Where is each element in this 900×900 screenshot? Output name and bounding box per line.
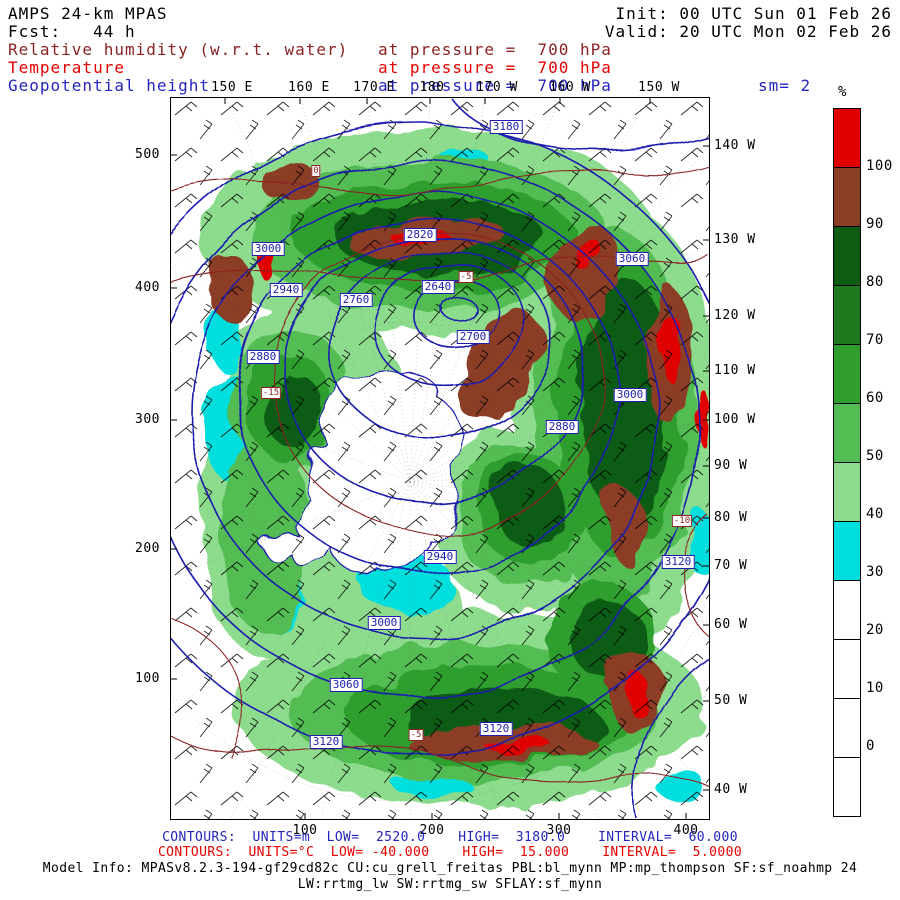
lon-label: 150 E: [211, 80, 253, 95]
lon-label: 80 W: [714, 510, 748, 525]
height-contour-label: 3000: [251, 242, 285, 256]
colorbar-cell: [834, 168, 860, 227]
contour-info-height: CONTOURS: UNITS=m LOW= 2520.0 HIGH= 3180…: [162, 830, 738, 845]
height-contour-label: 3120: [479, 722, 513, 736]
x-tick: 100: [292, 823, 318, 838]
height-contour-label: 2700: [456, 330, 490, 344]
height-contour-label: 3060: [615, 252, 649, 266]
lon-label: 110 W: [714, 363, 756, 378]
colorbar-cell: [834, 463, 860, 522]
y-tick: 500: [135, 147, 160, 162]
y-tick: 200: [135, 541, 160, 556]
temp-contour-label: -5: [408, 729, 424, 741]
temp-contour-label: -15: [260, 387, 282, 399]
colorbar-cell: [834, 522, 860, 581]
x-tick: 400: [673, 823, 699, 838]
lon-label: 180: [419, 80, 445, 95]
x-tick: 300: [546, 823, 572, 838]
model-title: AMPS 24-km MPAS: [8, 4, 168, 23]
map-canvas: [170, 97, 710, 820]
smoothing-label: sm= 2: [758, 76, 812, 95]
map-frame: [170, 97, 710, 820]
field-temp-label: Temperature: [8, 58, 125, 77]
colorbar-cells: [834, 109, 860, 816]
lon-label: 140 W: [714, 138, 756, 153]
colorbar-tick: 0: [866, 738, 875, 754]
colorbar-cell: [834, 404, 860, 463]
height-contour-label: 2880: [545, 420, 579, 434]
lon-label: 170 W: [476, 80, 518, 95]
lon-label: 90 W: [714, 458, 748, 473]
height-contour-label: 2640: [421, 280, 455, 294]
x-tick: 200: [419, 823, 445, 838]
valid-time: Valid: 20 UTC Mon 02 Feb 26: [604, 22, 892, 41]
y-tick: 300: [135, 412, 160, 427]
contour-info-temp: CONTOURS: UNITS=°C LOW= -40.000 HIGH= 15…: [157, 845, 743, 860]
height-contour-label: 3000: [367, 616, 401, 630]
lon-label: 70 W: [714, 558, 748, 573]
field-rh-label: Relative humidity (w.r.t. water): [8, 40, 349, 59]
colorbar-cell: [834, 699, 860, 758]
colorbar-tick: 50: [866, 448, 884, 464]
colorbar-cell: [834, 581, 860, 640]
height-contour-label: 2940: [269, 283, 303, 297]
height-contour-label: 2940: [423, 550, 457, 564]
colorbar-cell: [834, 109, 860, 168]
init-time: Init: 00 UTC Sun 01 Feb 26: [615, 4, 892, 23]
height-contour-label: 3000: [613, 388, 647, 402]
temp-contour-label: -5: [458, 271, 474, 283]
colorbar: [833, 108, 861, 817]
lon-label: 50 W: [714, 693, 748, 708]
colorbar-cell: [834, 640, 860, 699]
field-hgt-label: Geopotential height: [8, 76, 211, 95]
lon-label: 130 W: [714, 232, 756, 247]
height-contour-label: 3120: [661, 555, 695, 569]
lon-label: 60 W: [714, 617, 748, 632]
height-contour-label: 2820: [403, 228, 437, 242]
temp-contour-label: -10: [671, 515, 693, 527]
model-info: Model Info: MPASv8.2.3-194-gf29cd82c CU:…: [42, 861, 858, 876]
colorbar-tick: 80: [866, 274, 884, 290]
height-contour-label: 3120: [309, 735, 343, 749]
colorbar-tick: 70: [866, 332, 884, 348]
height-contour-label: 2880: [246, 350, 280, 364]
forecast-map: 3180 3000 2940 2820 2640 2700 2760 2880 …: [170, 97, 710, 820]
colorbar-tick: 60: [866, 390, 884, 406]
field-hgt-level: at pressure = 700 hPa: [378, 76, 612, 95]
lon-label: 40 W: [714, 782, 748, 797]
temperature-contours: [170, 166, 710, 788]
colorbar-tick: 90: [866, 216, 884, 232]
wind-barbs: [170, 97, 710, 820]
y-tick: 100: [135, 671, 160, 686]
y-tick: 400: [135, 280, 160, 295]
physics-info: LW:rrtmg_lw SW:rrtmg_sw SFLAY:sf_mynn: [297, 877, 603, 892]
colorbar-tick: 20: [866, 622, 884, 638]
colorbar-tick: 100: [866, 158, 893, 174]
lon-label: 160 E: [288, 80, 330, 95]
temp-contour-label: 0: [311, 165, 321, 177]
height-contour-label: 2760: [339, 293, 373, 307]
field-temp-level: at pressure = 700 hPa: [378, 58, 612, 77]
colorbar-cell: [834, 286, 860, 345]
colorbar-cell: [834, 758, 860, 816]
forecast-hour: Fcst: 44 h: [8, 22, 136, 41]
lon-label: 160 W: [549, 80, 591, 95]
height-contour-label: 3180: [489, 120, 523, 134]
lon-label: 120 W: [714, 308, 756, 323]
lon-label: 100 W: [714, 412, 756, 427]
frame-ticks: [170, 97, 710, 820]
colorbar-tick: 40: [866, 506, 884, 522]
colorbar-cell: [834, 345, 860, 404]
colorbar-unit: %: [838, 84, 847, 100]
lon-label: 150 W: [638, 80, 680, 95]
colorbar-tick: 10: [866, 680, 884, 696]
field-rh-level: at pressure = 700 hPa: [378, 40, 612, 59]
height-contour-label: 3060: [329, 678, 363, 692]
lon-label: 170 E: [353, 80, 395, 95]
colorbar-cell: [834, 227, 860, 286]
colorbar-tick: 30: [866, 564, 884, 580]
